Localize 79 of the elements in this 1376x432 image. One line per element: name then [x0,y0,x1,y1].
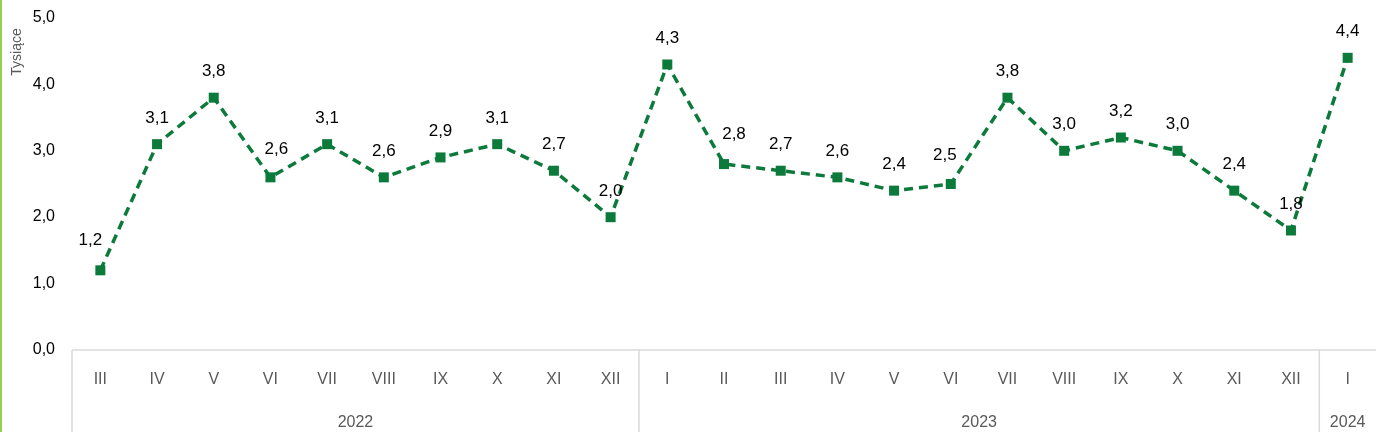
x-tick-label: XI [1226,370,1242,388]
x-tick-label: VII [317,370,337,388]
data-label: 2,4 [882,154,906,174]
x-tick-label: III [774,370,788,388]
data-label: 3,2 [1109,101,1133,120]
y-tick-label: 5,0 [32,8,56,26]
data-label: 2,7 [542,134,566,154]
data-label: 2,4 [1222,154,1247,174]
x-tick-label: VII [997,370,1018,388]
point [322,139,333,150]
data-label: 2,7 [768,134,793,154]
point [1172,145,1183,156]
data-label: 3,8 [995,61,1020,81]
point [208,92,219,103]
x-tick-label: I [1345,370,1350,388]
point [605,212,616,223]
text: 2024 [1329,413,1366,431]
data-label: 3,0 [1052,114,1076,134]
x-tick-label: III [93,370,108,388]
point [1002,92,1013,103]
x-tick-label: IV [149,370,165,388]
point [719,159,729,170]
x-tick-label: X [1172,370,1184,388]
x-tick-label: V [208,370,220,388]
point [1229,185,1240,196]
point [1115,132,1126,143]
point [662,59,673,70]
point [1059,145,1070,156]
data-label: 4,3 [655,27,680,47]
x-tick-label: IX [432,370,449,388]
point [1342,52,1353,63]
x-tick-label: VI [262,370,278,388]
x-tick-label: VI [943,370,959,388]
point [889,185,900,196]
x-tick-label: I [665,370,670,388]
x-tick-label: II [719,370,729,388]
data-label: 2,9 [428,120,453,140]
y-axis-title: Tysiące [7,28,24,76]
point [775,165,786,176]
point [945,179,956,189]
data-label: 2,5 [932,145,957,165]
data-label: 3,1 [145,107,169,127]
x-tick-label: X [491,370,503,388]
x-tick-label: XII [1281,370,1301,388]
y-tick-label: 2,0 [32,207,56,225]
y-tick-label: 3,0 [32,141,56,159]
data-label: 2,6 [825,140,850,160]
point [152,139,163,150]
text: 2022 [337,413,374,431]
data-label: 2,0 [598,180,623,200]
x-tick-label: XII [600,370,621,388]
data-label: 3,1 [485,107,510,127]
data-label: 3,1 [315,107,339,127]
point [1285,225,1296,236]
x-tick-label: XI [546,370,562,388]
data-label: 4,4 [1335,21,1360,41]
point [378,172,389,183]
point [435,152,446,163]
text: 2023 [961,413,998,431]
y-tick-label: 4,0 [32,74,56,92]
y-tick-label: 0,0 [32,340,56,358]
data-label: 1,2 [78,229,103,249]
x-tick-label: IX [1113,370,1129,388]
point [492,139,503,150]
x-tick-label: VIII [371,370,396,388]
data-label: 2,6 [372,140,396,160]
point [265,172,276,183]
data-label: 3,8 [201,61,226,81]
data-label: 3,0 [1165,114,1190,134]
x-tick-label: IV [829,370,846,388]
data-label: 2,8 [722,123,746,143]
point [548,165,559,176]
point [95,265,106,276]
point [832,172,843,183]
data-label: 1,8 [1279,193,1303,213]
x-tick-label: V [888,370,900,388]
data-label: 2,6 [264,138,289,158]
y-tick-label: 1,0 [32,273,56,291]
x-tick-label: VIII [1052,370,1077,388]
